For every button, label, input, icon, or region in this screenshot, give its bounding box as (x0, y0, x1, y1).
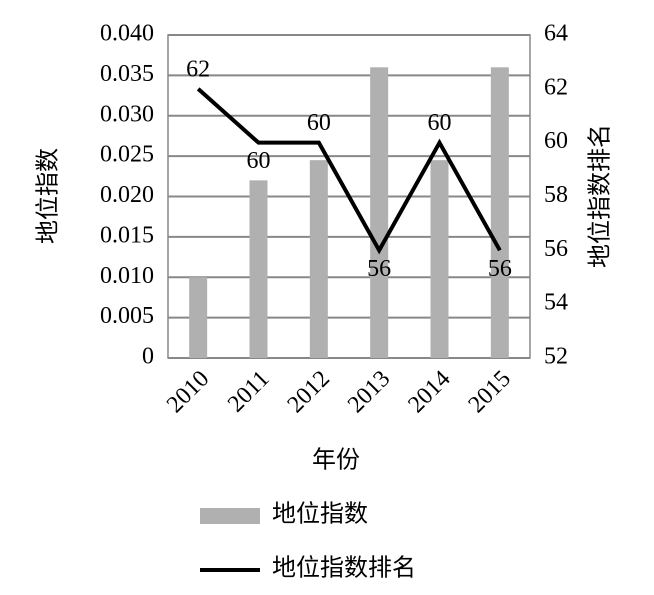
y-tick-label: 0.005 (100, 303, 154, 329)
x-tick-label: 2012 (283, 366, 335, 418)
bar (189, 277, 208, 358)
y2-tick-label: 56 (544, 236, 568, 262)
data-label: 60 (247, 148, 271, 174)
y2-tick-label: 58 (544, 182, 568, 208)
y-tick-label: 0.035 (100, 61, 154, 87)
data-label: 60 (307, 110, 331, 136)
bar (309, 160, 328, 358)
y-tick-label: 0.025 (100, 142, 154, 168)
legend-label: 地位指数 (272, 501, 368, 528)
data-label: 56 (367, 256, 391, 282)
plot-frame (167, 34, 531, 359)
y-tick-label: 0.010 (100, 263, 154, 289)
y-tick-label: 0.020 (100, 182, 154, 208)
x-tick-label: 2010 (162, 366, 214, 418)
y-tick-label: 0.015 (100, 222, 154, 248)
x-tick-label: 2015 (464, 366, 516, 418)
y2-tick-label: 62 (544, 74, 568, 100)
y2-axis-label: 地位指数排名 (587, 124, 614, 268)
legend-swatch (200, 508, 260, 524)
y-tick-label: 0.040 (100, 21, 154, 47)
x-tick-label: 2014 (403, 366, 455, 418)
bar (370, 67, 389, 359)
y2-tick-label: 52 (544, 344, 568, 370)
x-tick-label: 2011 (223, 366, 275, 418)
y-tick-label: 0.030 (100, 101, 154, 127)
y-axis-label: 地位指数 (35, 148, 62, 244)
bar (249, 180, 268, 358)
bar (490, 67, 509, 359)
y2-tick-label: 64 (544, 21, 568, 47)
x-tick-label: 2013 (343, 366, 395, 418)
y-tick-label: 0 (142, 344, 154, 370)
bar (430, 160, 449, 358)
x-axis-label: 年份 (312, 447, 360, 474)
legend-label: 地位指数排名 (272, 555, 416, 582)
data-label: 60 (428, 110, 452, 136)
data-label: 56 (488, 256, 512, 282)
line (196, 87, 502, 255)
y2-tick-label: 60 (544, 128, 568, 154)
data-label: 62 (186, 56, 210, 82)
y2-tick-label: 54 (544, 290, 568, 316)
